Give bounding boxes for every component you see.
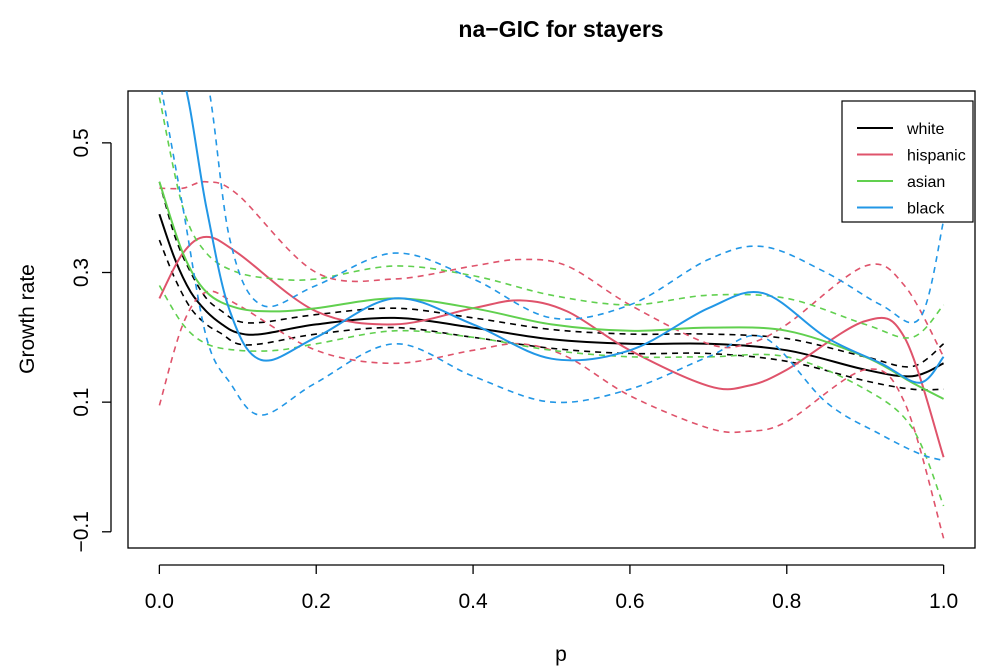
x-tick-label: 0.8 — [772, 590, 801, 613]
x-tick-label: 0.4 — [458, 590, 488, 613]
y-axis: −0.1 0.1 0.3 0.5 — [70, 128, 112, 553]
series-asian-line — [158, 181, 945, 400]
series-hispanic-lower-bound — [158, 290, 945, 539]
series-black-lower-bound — [160, 91, 944, 462]
series-asian — [158, 97, 945, 507]
x-tick-label: 1.0 — [929, 590, 958, 613]
series-hispanic-upper-bound — [159, 180, 945, 358]
x-axis-label: p — [555, 643, 567, 666]
series-white-lower-bound — [158, 239, 944, 391]
x-tick-label: 0.6 — [615, 590, 644, 613]
y-tick-label: 0.3 — [70, 258, 93, 287]
y-tick-label: −0.1 — [70, 511, 93, 552]
series-hispanic — [158, 180, 945, 539]
x-tick-label: 0.0 — [145, 590, 174, 613]
y-tick-label: 0.5 — [70, 128, 93, 157]
x-axis: 0.0 0.2 0.4 0.6 0.8 1.0 — [145, 564, 958, 613]
y-tick-label: 0.1 — [70, 388, 93, 417]
x-tick-label: 0.2 — [302, 590, 331, 613]
legend-label-hispanic: hispanic — [907, 148, 966, 165]
series-black — [160, 91, 945, 462]
legend-label-asian: asian — [907, 174, 945, 191]
series-asian-lower-bound — [158, 285, 945, 507]
legend-label-white: white — [906, 121, 944, 138]
series-black-upper-bound — [208, 91, 945, 324]
legend-label-black: black — [907, 201, 945, 218]
series-hispanic-line — [158, 235, 945, 458]
y-axis-label: Growth rate — [16, 264, 39, 374]
legend: white hispanic asian black — [841, 100, 974, 223]
series-white-upper-bound — [158, 181, 945, 368]
legend-box — [841, 100, 974, 223]
series-white — [158, 181, 945, 391]
plot-frame — [127, 90, 976, 549]
series-white-line — [158, 213, 945, 378]
chart-title: na−GIC for stayers — [458, 16, 663, 42]
series-layer — [158, 91, 945, 539]
series-asian-upper-bound — [158, 97, 945, 339]
series-black-line — [185, 91, 945, 384]
